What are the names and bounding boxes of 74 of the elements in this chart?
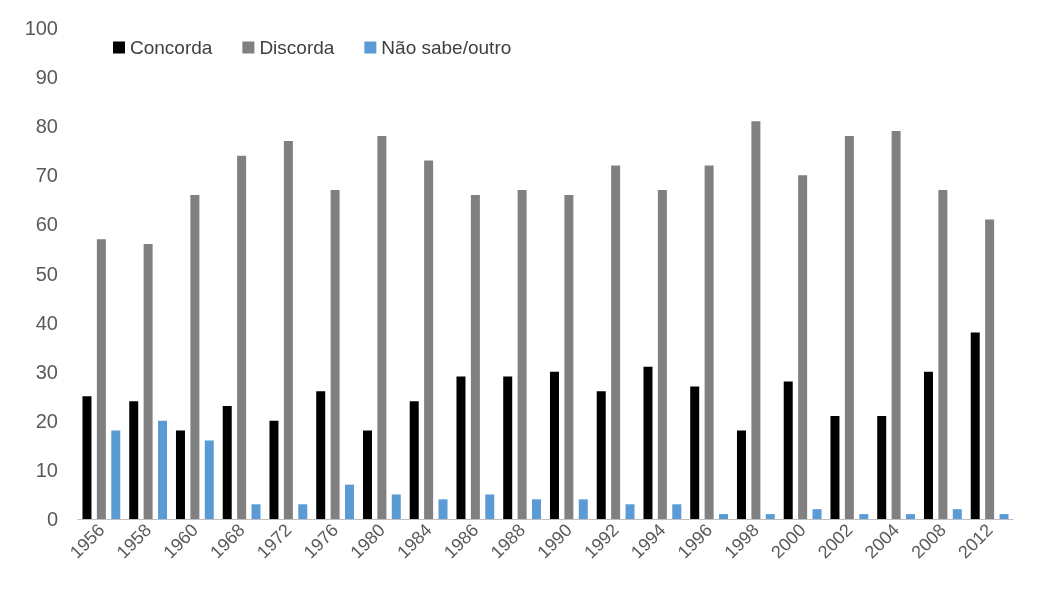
bar (985, 219, 995, 519)
bar (111, 430, 121, 519)
bar (999, 514, 1009, 519)
bar (596, 391, 606, 519)
bar (82, 396, 92, 519)
bar (175, 430, 185, 519)
legend-label: Discorda (259, 37, 335, 58)
y-tick-label: 0 (46, 508, 58, 530)
bar (158, 420, 168, 519)
bar (438, 499, 448, 519)
legend-label: Concorda (130, 37, 213, 58)
bar (923, 371, 933, 519)
bar (798, 175, 808, 519)
bar (906, 514, 916, 519)
bar (283, 140, 293, 519)
bar (891, 131, 901, 519)
bar (96, 239, 106, 519)
bar (377, 136, 387, 519)
bar (643, 366, 653, 519)
bar (578, 499, 588, 519)
bar (970, 332, 980, 519)
bar (719, 514, 729, 519)
bar (765, 514, 775, 519)
bar (485, 494, 495, 519)
bar (143, 244, 153, 519)
bar (237, 155, 247, 519)
bar (517, 190, 527, 519)
y-tick-label: 50 (35, 262, 58, 285)
bar (532, 499, 542, 519)
bar (564, 194, 574, 519)
bar (877, 415, 887, 519)
y-tick-label: 20 (35, 409, 58, 432)
bar (409, 401, 419, 519)
y-tick-label: 60 (35, 213, 58, 236)
bar (736, 430, 746, 519)
bar (222, 406, 232, 519)
bar (844, 136, 854, 519)
bar (316, 391, 326, 519)
bar (362, 430, 372, 519)
y-tick-label: 90 (35, 66, 58, 89)
bar (657, 190, 667, 519)
y-tick-label: 30 (35, 360, 58, 383)
bar (330, 190, 340, 519)
bar (251, 504, 261, 519)
bar (269, 420, 279, 519)
bar (830, 415, 840, 519)
bar (470, 194, 480, 519)
y-tick-label: 80 (35, 115, 58, 138)
y-tick-label: 10 (35, 458, 58, 481)
bar (751, 121, 761, 519)
bar (391, 494, 401, 519)
bar (424, 160, 434, 519)
bar (625, 504, 635, 519)
bar (859, 514, 869, 519)
y-tick-label: 40 (35, 311, 58, 334)
bar (704, 165, 714, 519)
bar (672, 504, 682, 519)
bar (690, 386, 700, 519)
bar (298, 504, 308, 519)
bar (129, 401, 139, 519)
bar (204, 440, 214, 519)
bar (549, 371, 559, 519)
bar (783, 381, 793, 519)
y-tick-label: 100 (24, 17, 58, 39)
bar (611, 165, 621, 519)
legend-label: Não sabe/outro (381, 37, 512, 58)
bar (938, 190, 948, 519)
bar (952, 509, 962, 519)
bar (503, 376, 513, 519)
bar (190, 194, 200, 519)
bar (812, 509, 822, 519)
y-tick-label: 70 (35, 164, 58, 187)
bar (345, 484, 355, 519)
bar (456, 376, 466, 519)
